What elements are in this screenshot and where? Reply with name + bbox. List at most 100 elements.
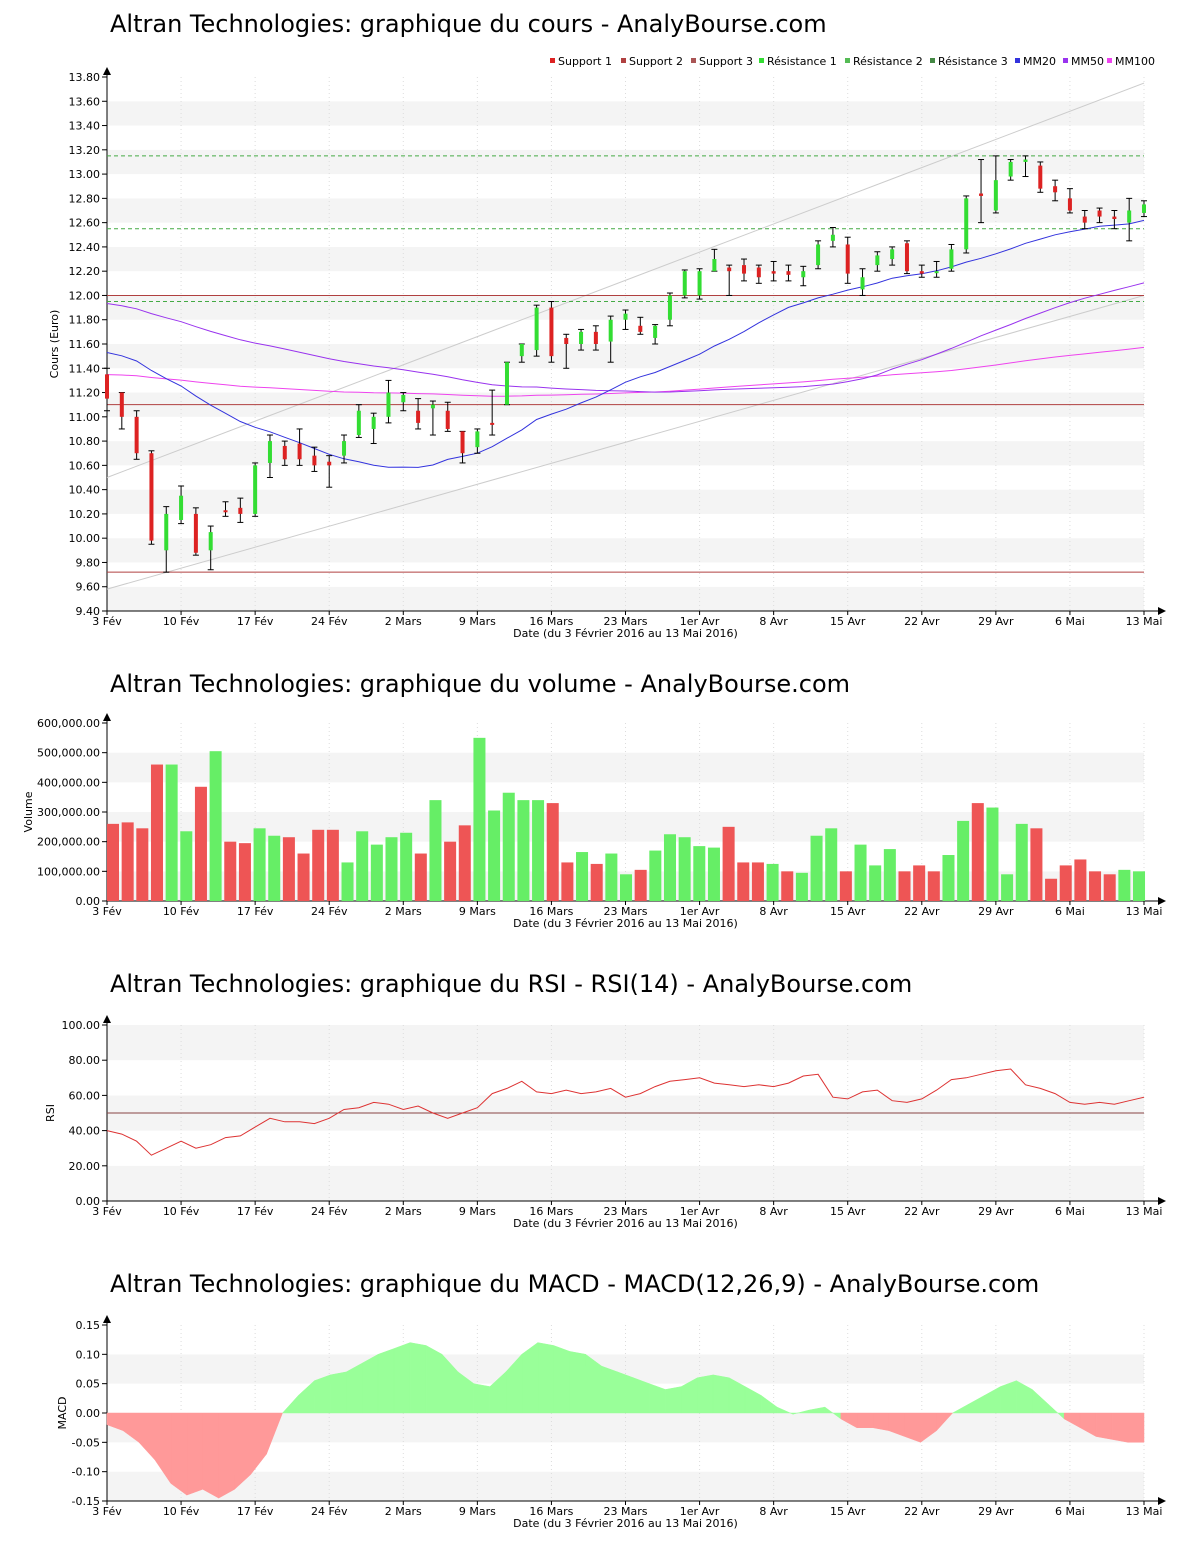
x-tick-label: 17 Fév xyxy=(237,1205,274,1218)
x-tick-label: 13 Mai xyxy=(1126,905,1163,918)
y-tick-label: 200,000.00 xyxy=(37,836,100,849)
plot-band xyxy=(107,271,1144,296)
y-tick-label: 12.40 xyxy=(69,241,101,254)
candle-body xyxy=(1038,165,1043,189)
x-axis-label: Date (du 3 Février 2016 au 13 Mai 2016) xyxy=(513,627,738,640)
legend-swatch xyxy=(845,58,850,63)
candle-body xyxy=(727,267,732,272)
volume-bar xyxy=(1118,869,1131,901)
y-tick-label: 12.00 xyxy=(69,289,101,302)
x-tick-label: 15 Avr xyxy=(830,1205,866,1218)
macd-area-segment xyxy=(1000,1380,1017,1414)
y-tick-label: 11.60 xyxy=(69,338,101,351)
volume-bar xyxy=(561,862,574,901)
y-tick-label: 0.00 xyxy=(76,1195,101,1208)
legend-swatch xyxy=(1015,58,1020,63)
x-tick-label: 15 Avr xyxy=(830,905,866,918)
candle-body xyxy=(223,510,228,513)
candle-body xyxy=(356,410,361,436)
volume-bar xyxy=(546,803,559,901)
plot-band xyxy=(107,586,1144,611)
x-tick-label: 13 Mai xyxy=(1126,1205,1163,1218)
x-tick-label: 24 Fév xyxy=(311,1505,348,1518)
candle-body xyxy=(875,255,880,266)
candle-body xyxy=(105,374,109,399)
candle-body xyxy=(1008,161,1013,177)
x-tick-label: 13 Mai xyxy=(1126,1505,1163,1518)
legend-swatch xyxy=(1107,58,1112,63)
candle-body xyxy=(179,495,184,520)
y-tick-label: 60.00 xyxy=(69,1089,101,1102)
plot-band xyxy=(107,1025,1144,1061)
x-tick-label: 22 Avr xyxy=(904,1505,940,1518)
y-tick-label: 100.00 xyxy=(62,1019,101,1032)
y-tick-label: 13.20 xyxy=(69,144,101,157)
price-chart-title: Altran Technologies: graphique du cours … xyxy=(110,10,827,38)
x-axis-label: Date (du 3 Février 2016 au 13 Mai 2016) xyxy=(513,1217,738,1230)
x-tick-label: 17 Fév xyxy=(237,615,274,628)
rsi-chart-panel: Altran Technologies: graphique du RSI - … xyxy=(0,970,1200,1240)
volume-bar xyxy=(136,828,149,901)
x-tick-label: 24 Fév xyxy=(311,905,348,918)
x-tick-label: 9 Mars xyxy=(459,615,496,628)
y-tick-label: 11.40 xyxy=(69,362,101,375)
mm50-line xyxy=(106,282,1145,393)
x-tick-label: 17 Fév xyxy=(237,1505,274,1518)
trend-channel-upper xyxy=(106,82,1145,478)
candle-body xyxy=(342,441,347,456)
candle-body xyxy=(282,445,287,460)
legend-label: Support 3 xyxy=(699,55,753,68)
volume-bar xyxy=(693,846,706,901)
candle-body xyxy=(1127,210,1132,223)
macd-area-segment xyxy=(936,1412,954,1432)
volume-bar xyxy=(121,822,134,901)
candle-body xyxy=(593,331,598,344)
x-tick-label: 15 Avr xyxy=(830,615,866,628)
y-axis-arrow xyxy=(103,713,111,721)
legend-swatch xyxy=(759,58,764,63)
price-chart-panel: Altran Technologies: graphique du cours … xyxy=(0,10,1200,640)
rsi-line xyxy=(106,1068,1145,1156)
volume-bar xyxy=(678,837,691,901)
x-axis-label: Date (du 3 Février 2016 au 13 Mai 2016) xyxy=(513,1517,738,1530)
macd-area-segment xyxy=(377,1348,395,1414)
candle-body xyxy=(312,455,317,466)
x-tick-label: 10 Fév xyxy=(163,905,200,918)
candle-body xyxy=(327,461,332,466)
legend-label: Résistance 3 xyxy=(938,55,1008,68)
x-tick-label: 13 Mai xyxy=(1126,615,1163,628)
legend-label: Résistance 1 xyxy=(767,55,837,68)
y-tick-label: 12.20 xyxy=(69,265,101,278)
candle-body xyxy=(267,441,272,463)
volume-bar xyxy=(1059,865,1072,901)
candle-body xyxy=(490,422,495,425)
macd-area-segment xyxy=(856,1412,874,1428)
volume-bar xyxy=(1089,871,1102,901)
y-tick-label: 10.00 xyxy=(69,532,101,545)
macd-area-segment xyxy=(330,1371,347,1414)
volume-bar xyxy=(1030,828,1043,901)
volume-bar xyxy=(107,823,120,901)
candle-body xyxy=(534,307,539,351)
y-axis-label: Cours (Euro) xyxy=(48,310,61,379)
volume-bar xyxy=(209,751,222,901)
candle-body xyxy=(964,198,969,250)
candle-body xyxy=(193,513,198,553)
candle-body xyxy=(371,416,376,429)
plot-band xyxy=(107,1165,1144,1201)
volume-bar xyxy=(707,847,720,901)
candle-body xyxy=(519,344,524,357)
macd-area-segment xyxy=(393,1342,411,1414)
y-tick-label: 400,000.00 xyxy=(37,776,100,789)
volume-bar xyxy=(473,737,486,901)
x-tick-label: 2 Mars xyxy=(385,1205,422,1218)
x-tick-label: 8 Avr xyxy=(759,905,788,918)
x-tick-label: 22 Avr xyxy=(904,615,940,628)
volume-bar xyxy=(854,844,867,901)
candle-body xyxy=(1067,198,1072,211)
volume-bar xyxy=(737,862,750,901)
y-tick-label: 10.20 xyxy=(69,508,101,521)
plot-band xyxy=(107,344,1144,369)
x-tick-label: 6 Mai xyxy=(1055,905,1085,918)
volume-bar xyxy=(986,807,999,901)
